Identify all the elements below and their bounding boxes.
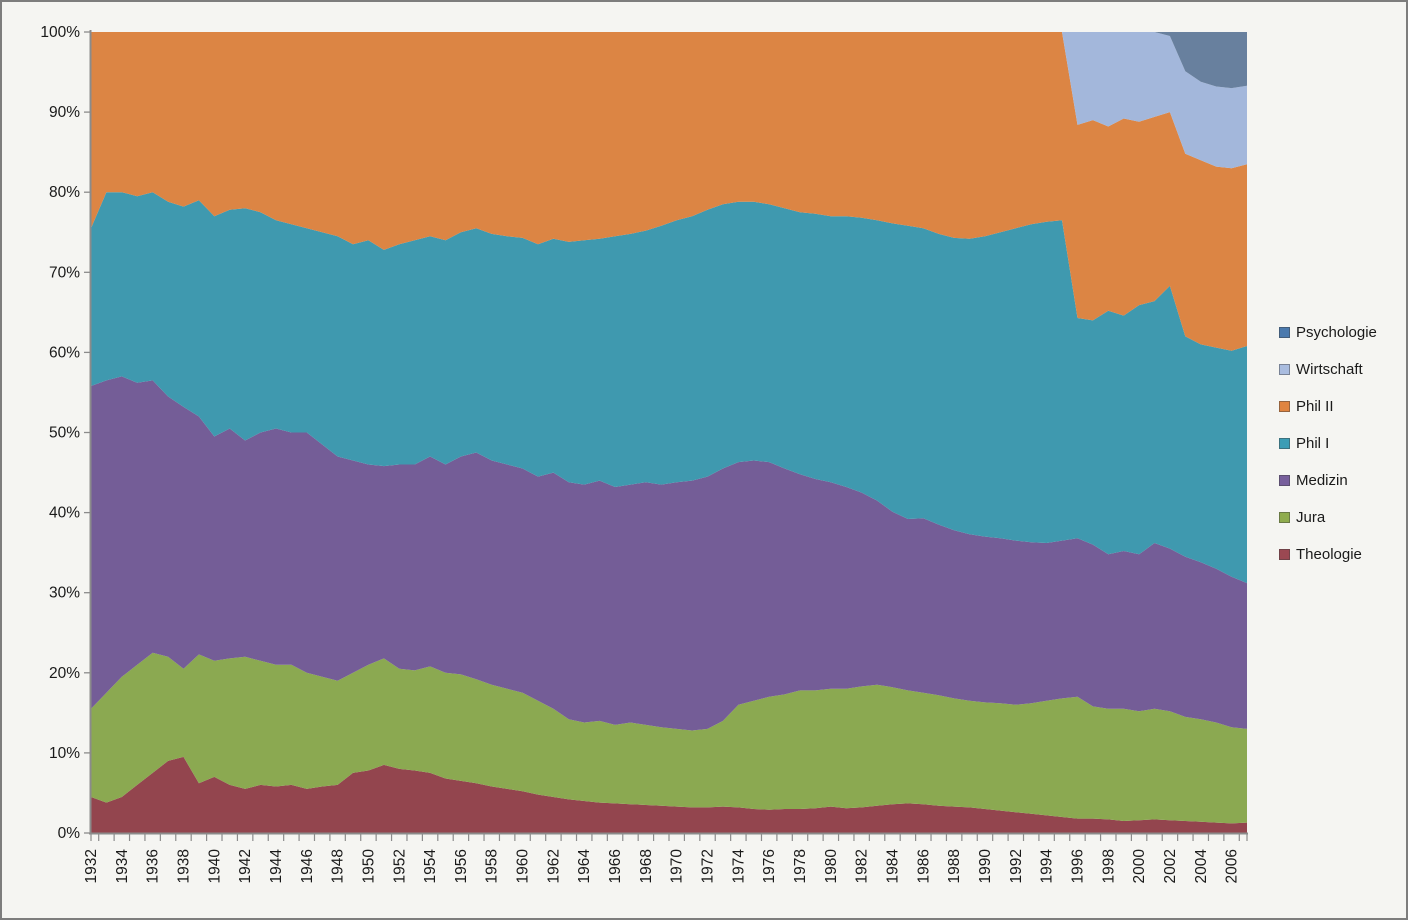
area-wirtschaft [91,32,1247,169]
y-tick-label: 90% [49,104,80,121]
x-tick-label: 1966 [607,849,624,883]
legend-label: Theologie [1296,546,1362,563]
legend-label: Wirtschaft [1296,361,1363,378]
legend-marker-psychologie [1279,327,1290,338]
x-tick-label: 1958 [484,849,501,883]
y-tick-label: 80% [49,184,80,201]
x-tick-label: 2006 [1224,849,1241,883]
y-tick-label: 70% [49,264,80,281]
legend-item-wirtschaft: Wirtschaft [1279,351,1377,388]
legend-item-psychologie: Psychologie [1279,314,1377,351]
x-tick-label: 1960 [515,849,532,884]
x-tick-label: 1946 [299,849,316,883]
legend-label: Phil II [1296,398,1334,415]
x-tick-label: 1968 [638,849,655,883]
x-tick-label: 1990 [977,849,994,884]
x-tick-label: 1932 [83,849,100,883]
x-tick-label: 1950 [360,849,377,884]
legend-item-phil-i: Phil I [1279,425,1377,462]
y-tick-label: 100% [40,24,80,41]
x-tick-label: 1994 [1039,849,1056,884]
x-tick-label: 1934 [114,849,131,884]
y-tick-label: 0% [58,825,81,842]
x-tick-label: 1956 [453,849,470,883]
x-tick-label: 1996 [1070,849,1087,883]
x-tick-label: 1944 [268,849,285,884]
x-tick-label: 1998 [1100,849,1117,883]
area-phil-i [91,192,1247,584]
x-tick-label: 1972 [700,849,717,883]
x-tick-label: 1992 [1008,849,1025,883]
x-tick-label: 1978 [792,849,809,883]
legend-label: Medizin [1296,472,1348,489]
area-medizin [91,376,1247,731]
x-tick-label: 1940 [206,849,223,884]
legend-item-phil-ii: Phil II [1279,388,1377,425]
area-theologie [91,756,1247,833]
x-tick-label: 1954 [422,849,439,884]
legend-marker-theologie [1279,549,1290,560]
legend-label: Psychologie [1296,324,1377,341]
x-tick-label: 1938 [176,849,193,883]
x-tick-label: 1974 [730,849,747,884]
x-tick-label: 2004 [1193,849,1210,884]
x-tick-label: 2002 [1162,849,1179,883]
x-tick-label: 1988 [946,849,963,883]
area-jura [91,652,1247,824]
plot-areas [91,32,1247,833]
y-tick-label: 30% [49,585,80,602]
x-tick-label: 1976 [761,849,778,883]
legend-item-jura: Jura [1279,499,1377,536]
x-tick-label: 1936 [145,849,162,883]
legend-item-medizin: Medizin [1279,462,1377,499]
x-tick-label: 1964 [576,849,593,884]
y-tick-label: 60% [49,344,80,361]
legend: Psychologie Wirtschaft Phil II Phil I Medizi… [1279,314,1377,573]
y-tick-label: 10% [49,745,80,762]
x-tick-label: 1982 [854,849,871,883]
x-tick-label: 1970 [669,849,686,884]
legend-item-theologie: Theologie [1279,536,1377,573]
x-tick-label: 1942 [237,849,254,883]
area-phil-ii [91,32,1247,351]
legend-marker-phil-ii [1279,401,1290,412]
x-tick-label: 1984 [885,849,902,884]
y-tick-label: 50% [49,425,80,442]
legend-label: Phil I [1296,435,1330,452]
x-tick-label: 1948 [330,849,347,883]
legend-label: Jura [1296,509,1326,526]
x-tick-label: 1952 [391,849,408,883]
y-tick-label: 40% [49,505,80,522]
legend-marker-jura [1279,512,1290,523]
x-tick-label: 1980 [823,849,840,884]
x-tick-label: 1962 [545,849,562,883]
y-tick-label: 20% [49,665,80,682]
legend-marker-phil-i [1279,438,1290,449]
legend-marker-medizin [1279,475,1290,486]
axes: 0% 10% 20% 30% 40% 50% 60% 70% 80% 90% 100% 1932 193… [40,24,1248,883]
x-tick-label: 1986 [915,849,932,883]
legend-marker-wirtschaft [1279,364,1290,375]
x-tick-label: 2000 [1131,849,1148,884]
